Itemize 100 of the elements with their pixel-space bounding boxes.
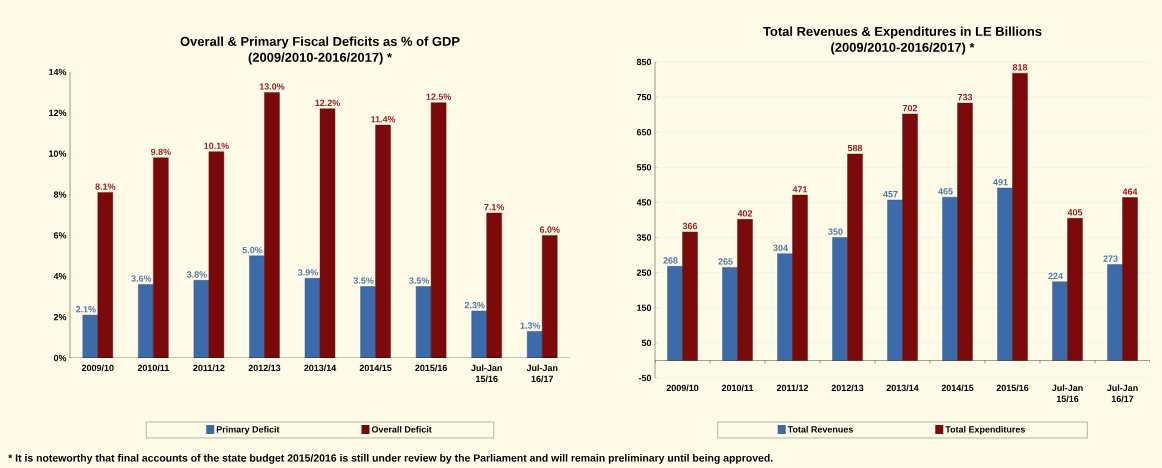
bar <box>942 196 958 361</box>
data-label: 5.0% <box>242 246 263 254</box>
bar <box>193 280 210 358</box>
x-tick-label: 2012/13 <box>248 364 281 372</box>
x-tick-label: 2009/10 <box>81 364 114 372</box>
y-tick-label: 2% <box>53 313 67 321</box>
data-label: 465 <box>938 188 953 195</box>
bar <box>832 237 848 361</box>
data-label: 588 <box>847 144 863 152</box>
data-label: 3.5% <box>409 277 430 284</box>
data-label: 3.5% <box>353 277 374 284</box>
chart-title: Overall & Primary Fiscal Deficits as % of GDP <box>180 36 460 49</box>
x-tick-label: Jul-Jan 16/17 <box>1106 384 1138 403</box>
bar <box>1122 197 1138 361</box>
data-label: 273 <box>1103 255 1118 262</box>
y-tick-label: 350 <box>636 234 652 241</box>
bar <box>208 151 225 358</box>
bar <box>682 231 698 361</box>
x-tick-label: 2010/11 <box>721 384 754 392</box>
y-tick-label: 12% <box>49 109 67 116</box>
x-tick-label: 2010/11 <box>137 364 170 372</box>
bar <box>887 199 903 361</box>
y-tick-label: 850 <box>636 58 652 66</box>
bar <box>722 267 738 361</box>
bar <box>360 286 376 358</box>
bar <box>527 331 543 358</box>
x-tick-label: Jul-Jan 15/16 <box>471 364 502 383</box>
bar <box>430 102 447 358</box>
data-label: 304 <box>773 244 788 251</box>
data-label: 13.0% <box>259 83 285 90</box>
y-tick-label: 150 <box>637 304 652 311</box>
bar <box>304 278 321 358</box>
data-label: 8.1% <box>95 183 116 190</box>
bar <box>902 113 918 361</box>
bar <box>1012 73 1028 361</box>
data-label: 3.6% <box>131 275 152 282</box>
bar <box>82 314 98 358</box>
y-tick-label: 14% <box>49 68 67 76</box>
x-tick-label: Jul-Jan 15/16 <box>1051 384 1083 403</box>
y-tick-label: 4% <box>53 273 67 280</box>
text: * It is noteworthy that final accounts of the state budget 2015/2016 is still under review by the Parliament and will remain preliminary until being approved. <box>8 453 773 464</box>
data-label: 3.9% <box>297 269 318 276</box>
bar <box>792 194 808 361</box>
data-label: 491 <box>993 178 1008 186</box>
bar <box>737 219 753 361</box>
data-label: 224 <box>1048 272 1063 280</box>
y-tick-label: 250 <box>636 269 652 276</box>
bar <box>997 187 1013 361</box>
bar <box>777 253 793 361</box>
x-tick-label: 2015/16 <box>996 384 1029 392</box>
bar <box>415 286 432 358</box>
bar <box>264 92 280 358</box>
bar <box>471 310 487 358</box>
y-tick-label: 0% <box>53 354 67 362</box>
data-label: 471 <box>792 186 808 193</box>
data-label: 405 <box>1067 209 1083 216</box>
data-label: 265 <box>718 258 733 265</box>
y-tick-label: 50 <box>641 339 652 347</box>
data-label: 1.3% <box>520 322 541 329</box>
data-label: 3.8% <box>186 271 207 278</box>
y-tick-label: 750 <box>636 93 652 101</box>
data-label: 366 <box>682 222 698 230</box>
x-tick-label: 2011/12 <box>776 384 809 392</box>
bar <box>667 266 683 361</box>
legend-label: Total Revenues <box>787 425 853 433</box>
data-label: 9.8% <box>150 148 171 156</box>
chart-subtitle: (2009/2010-2016/2017) * <box>831 42 975 55</box>
x-tick-label: 2015/16 <box>415 364 447 372</box>
bar <box>486 212 502 358</box>
bar <box>542 235 558 358</box>
data-label: 268 <box>663 257 678 264</box>
y-tick-label: 550 <box>636 164 652 171</box>
bar <box>1107 264 1123 361</box>
data-label: 457 <box>883 191 898 198</box>
data-label: 350 <box>828 228 843 235</box>
x-tick-label: 2014/15 <box>359 364 392 372</box>
bar <box>1052 281 1068 361</box>
data-label: 402 <box>737 210 753 217</box>
x-tick-label: 2012/13 <box>831 384 864 392</box>
chart-subtitle: (2009/2010-2016/2017) * <box>248 52 392 65</box>
data-label: 12.2% <box>315 99 340 107</box>
bar <box>847 153 863 361</box>
data-label: 818 <box>1012 64 1028 71</box>
y-tick-label: 650 <box>636 129 652 136</box>
bar <box>249 255 265 358</box>
bar <box>375 124 391 358</box>
data-label: 733 <box>957 94 973 101</box>
x-tick-label: 2011/12 <box>193 364 225 372</box>
legend-label: Total Expenditures <box>945 425 1025 435</box>
bar <box>138 284 154 358</box>
data-label: 6.0% <box>539 226 560 233</box>
y-tick-label: 10% <box>49 150 67 157</box>
data-label: 464 <box>1122 188 1138 195</box>
legend-label: Overall Deficit <box>371 425 432 433</box>
y-tick-label: 6% <box>53 232 67 239</box>
bar <box>97 192 113 358</box>
bar <box>1067 218 1083 361</box>
x-tick-label: Jul-Jan 16/17 <box>526 364 558 383</box>
data-label: 702 <box>902 104 918 112</box>
chart-title: Total Revenues & Expenditures in LE Billions <box>763 26 1042 39</box>
